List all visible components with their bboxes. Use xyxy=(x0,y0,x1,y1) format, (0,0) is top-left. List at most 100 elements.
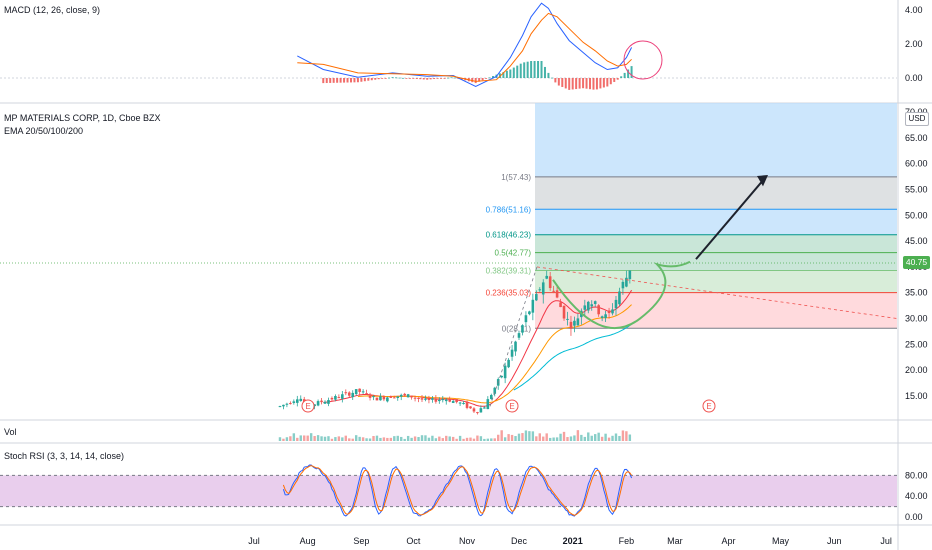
volume-bar xyxy=(309,433,313,441)
time-tick: Jun xyxy=(827,536,842,546)
volume-bar xyxy=(296,437,299,441)
stoch-k-line xyxy=(282,464,633,517)
macd-histogram-bar xyxy=(526,61,529,78)
macd-histogram-bar xyxy=(512,67,515,78)
candle-body xyxy=(465,401,469,408)
candle-body xyxy=(354,389,358,395)
macd-histogram-bar xyxy=(589,78,592,90)
volume-bar xyxy=(434,438,438,441)
candle-body xyxy=(427,398,431,401)
volume-bar xyxy=(535,436,538,441)
volume-bar xyxy=(486,438,490,441)
volume-bar xyxy=(566,437,569,441)
volume-bar xyxy=(476,435,479,441)
volume-bar xyxy=(517,433,521,441)
macd-histogram-bar xyxy=(533,61,536,78)
volume-bar xyxy=(548,437,552,441)
volume-bar xyxy=(358,436,361,441)
candle-body xyxy=(386,397,389,402)
candle-body xyxy=(569,321,573,329)
volume-bar xyxy=(424,435,427,441)
macd-histogram-bar xyxy=(367,78,370,81)
volume-bar xyxy=(337,436,341,441)
fib-levels[interactable]: 1(57.43) 0.786(51.16) 0.618(46.23) 0.5(42.7… xyxy=(486,173,897,333)
macd-histogram-bar xyxy=(575,78,578,90)
candle-body xyxy=(278,406,282,408)
currency-badge[interactable]: USD xyxy=(905,112,929,126)
macd-histogram-bar xyxy=(422,78,425,80)
volume-bar xyxy=(597,432,600,441)
candle-body xyxy=(316,401,320,406)
candle-body xyxy=(327,400,330,404)
candle-body xyxy=(517,333,521,338)
candle-body xyxy=(361,391,365,393)
cup-handle-curve xyxy=(552,260,691,330)
macd-line xyxy=(297,2,633,88)
earnings-marker-label: E xyxy=(509,402,514,411)
volume-bar xyxy=(628,434,632,441)
macd-histogram-bar xyxy=(516,65,519,78)
macd-histogram-bar xyxy=(561,78,564,87)
volume-bar xyxy=(552,437,555,441)
time-tick: Sep xyxy=(353,536,369,546)
price-title: MP MATERIALS CORP, 1D, Cboe BZX xyxy=(4,113,161,123)
volume-bar xyxy=(382,437,386,441)
candle-body xyxy=(289,403,292,405)
macd-histogram-bar xyxy=(488,77,491,79)
macd-tick: 4.00 xyxy=(905,5,923,15)
volume-bar xyxy=(614,433,618,441)
macd-histogram-bar xyxy=(329,78,332,83)
candle-body xyxy=(583,305,587,310)
candle-body xyxy=(420,398,424,400)
time-tick: Mar xyxy=(667,536,683,546)
macd-histogram-bar xyxy=(550,77,553,79)
candle-body xyxy=(441,399,445,401)
earnings-marker-label: E xyxy=(305,402,310,411)
fib-zones[interactable] xyxy=(535,103,897,329)
target-arrow-head xyxy=(757,174,768,187)
candle-body xyxy=(334,396,337,400)
candle-body xyxy=(444,399,448,402)
candle-body xyxy=(479,408,483,413)
volume-bar xyxy=(441,438,444,441)
candle-body xyxy=(607,310,611,314)
macd-tick: 0.00 xyxy=(905,73,923,83)
volume-bar xyxy=(458,435,462,441)
candle-body xyxy=(559,302,562,308)
volume-bar xyxy=(594,434,597,441)
candle-body xyxy=(590,304,594,307)
candle-body xyxy=(410,395,413,398)
time-tick: Aug xyxy=(300,536,316,546)
candle-body xyxy=(403,393,406,396)
candles[interactable] xyxy=(278,270,632,415)
macd-histogram-bar xyxy=(322,78,325,84)
volume-bar xyxy=(490,438,493,441)
macd-histogram-bar xyxy=(564,78,567,89)
macd-histogram-bar xyxy=(599,78,602,89)
candle-body xyxy=(337,397,341,399)
fib-label: 0.618(46.23) xyxy=(486,231,532,240)
macd-histogram-bar xyxy=(623,72,626,78)
volume-bar xyxy=(282,438,285,441)
volume-bar xyxy=(375,435,379,441)
macd-histogram-bar xyxy=(363,78,366,82)
candle-body xyxy=(625,277,628,287)
volume-bar xyxy=(372,435,375,441)
volume-bar xyxy=(542,436,545,441)
macd-histogram-bar xyxy=(384,78,387,79)
macd-histogram-bar xyxy=(530,61,533,78)
volume-bar xyxy=(497,434,500,441)
candle-body xyxy=(500,375,503,378)
macd-histogram-bar xyxy=(627,69,630,78)
volume-bar xyxy=(330,438,334,441)
volume-bar xyxy=(417,437,420,441)
volume-pane xyxy=(278,430,632,441)
volume-bar xyxy=(289,436,292,441)
stoch-d-line xyxy=(282,465,633,516)
time-tick: Dec xyxy=(511,536,528,546)
volume-bar xyxy=(503,437,507,441)
macd-pane xyxy=(0,2,897,90)
volume-bar xyxy=(403,438,406,441)
